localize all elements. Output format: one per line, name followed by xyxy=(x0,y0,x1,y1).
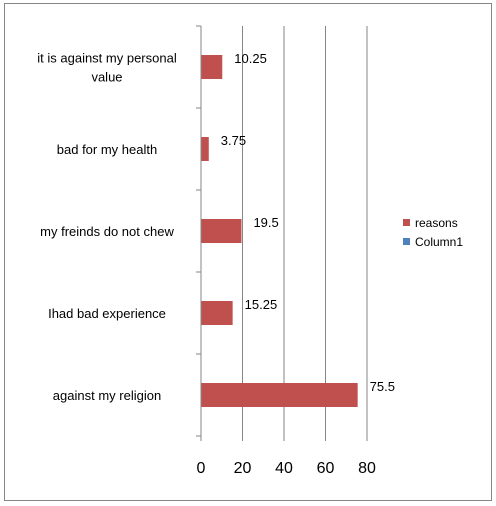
data-label: 15.25 xyxy=(245,297,278,312)
data-label: 10.25 xyxy=(234,51,267,66)
x-tick-label: 40 xyxy=(275,460,293,477)
legend-label: reasons xyxy=(415,216,458,230)
legend-swatch xyxy=(403,238,410,245)
category-labels: it is against my personal value bad for my… xyxy=(37,51,177,404)
legend-label: Column1 xyxy=(415,235,463,249)
data-label: 75.5 xyxy=(370,379,395,394)
axes xyxy=(196,25,368,441)
category-label: it is against my personal value xyxy=(37,51,177,85)
data-labels: 10.25 3.75 19.5 15.25 75.5 xyxy=(221,51,395,394)
category-label: bad for my health xyxy=(57,142,157,157)
bar xyxy=(201,219,242,243)
gridlines xyxy=(242,26,368,436)
bar-chart: it is against my personal value bad for my… xyxy=(37,25,463,477)
data-label: 19.5 xyxy=(253,215,278,230)
bar xyxy=(201,383,358,407)
category-label: against my religion xyxy=(53,388,161,403)
chart-frame: it is against my personal value bad for my… xyxy=(4,3,492,501)
data-label: 3.75 xyxy=(221,133,246,148)
bar xyxy=(201,137,209,161)
category-label: my freinds do not chew xyxy=(40,224,174,239)
legend-swatch xyxy=(403,219,410,226)
category-label: Ihad bad experience xyxy=(48,306,166,321)
x-tick-label: 0 xyxy=(197,460,206,477)
legend: reasons Column1 xyxy=(403,216,463,249)
bars xyxy=(201,55,358,407)
x-tick-labels: 0 20 40 60 80 xyxy=(197,460,376,477)
x-tick-label: 80 xyxy=(358,460,376,477)
x-tick-label: 60 xyxy=(317,460,335,477)
bar xyxy=(201,55,223,79)
x-tick-label: 20 xyxy=(234,460,252,477)
bar xyxy=(201,301,233,325)
